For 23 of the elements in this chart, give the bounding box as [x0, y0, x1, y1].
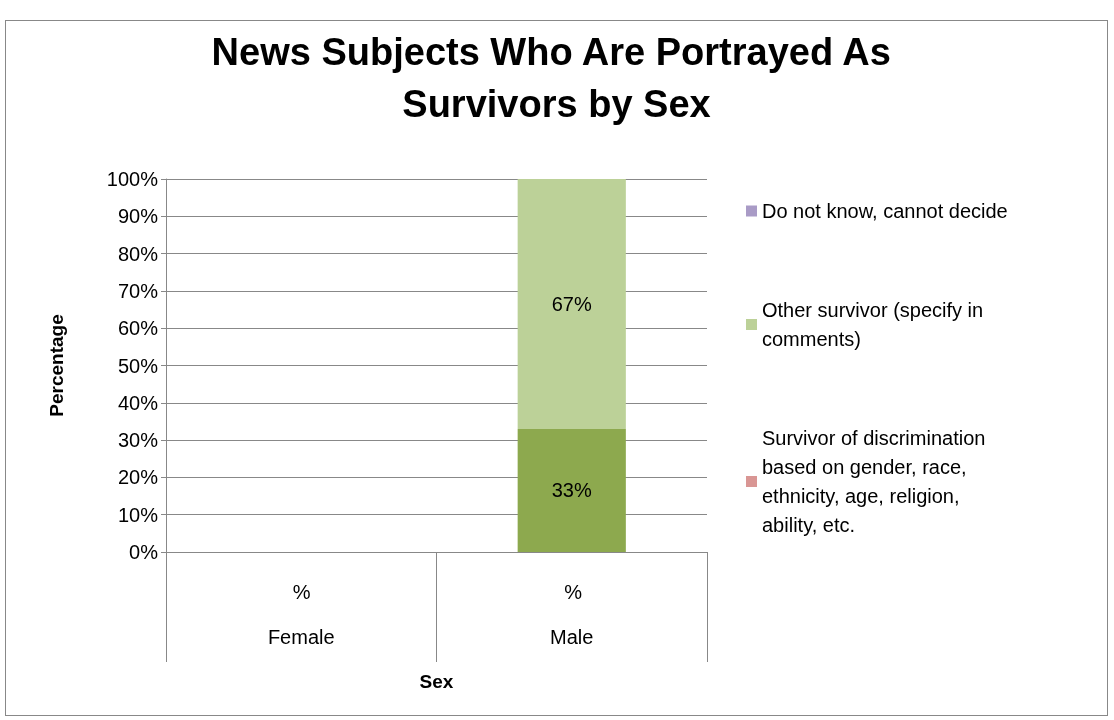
legend-label: Other survivor (specify in comments) [762, 299, 989, 350]
y-tick-label: 20% [117, 466, 159, 489]
legend-label: Survivor of discrimination based on gender, race, ethnicity, age, religion, ability, etc. [762, 427, 991, 536]
y-tick-label: 0% [129, 541, 159, 563]
y-tick-label: 80% [117, 242, 159, 265]
x-tick-label: Male [550, 626, 594, 648]
y-tick-label: 100% [106, 168, 159, 190]
chart-title: News Subjects Who Are Portrayed As Survivors by Sex [211, 31, 902, 125]
y-tick-label: 30% [117, 429, 159, 452]
data-label: 67% [551, 292, 592, 315]
y-tick-label: 70% [117, 279, 159, 302]
x-axis-title: Sex [419, 671, 454, 692]
y-axis-title: Percentage [46, 314, 67, 417]
data-label: 33% [551, 479, 592, 502]
legend-label: Do not know, cannot decide [762, 200, 1008, 222]
text: % [292, 581, 311, 603]
y-tick-label: 40% [117, 391, 159, 414]
y-tick-label: 10% [117, 503, 159, 526]
x-tick-label: Female [267, 626, 335, 648]
y-tick-label: 90% [117, 205, 159, 228]
y-tick-label: 50% [117, 354, 159, 377]
text: % [564, 581, 583, 603]
y-tick-label: 60% [117, 317, 159, 340]
